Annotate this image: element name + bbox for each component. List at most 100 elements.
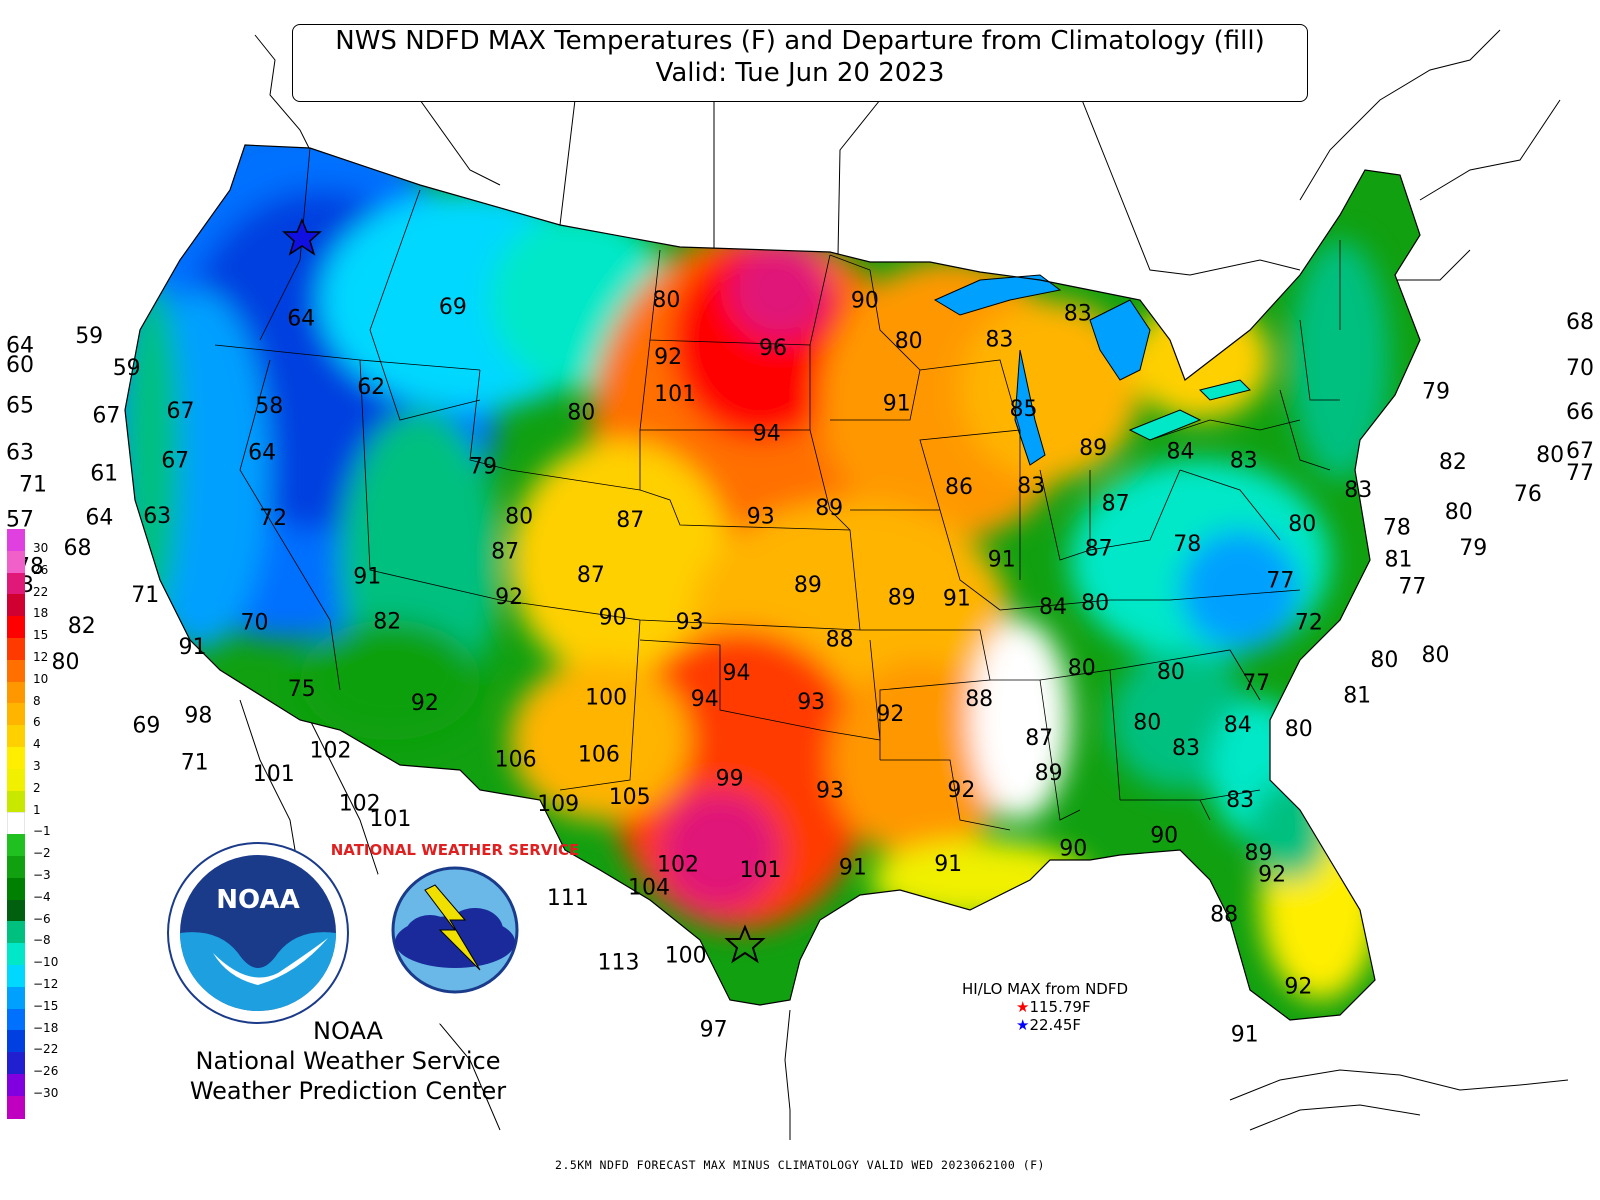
temperature-label: 77: [1566, 461, 1594, 486]
legend-label: −6: [33, 911, 51, 926]
legend-swatch: [7, 659, 25, 683]
legend-swatch: [7, 725, 25, 748]
temperature-label: 89: [815, 496, 843, 521]
temperature-label: 90: [1059, 836, 1087, 861]
temperature-label: 80: [1370, 648, 1398, 673]
noaa-logo-text: NOAA: [216, 885, 299, 915]
legend-label: −26: [33, 1064, 59, 1079]
credit-line2: National Weather Service: [195, 1047, 501, 1075]
legend-label: −12: [33, 977, 59, 991]
temperature-label: 71: [131, 583, 159, 608]
legend-swatch: [7, 790, 25, 814]
temperature-label: 80: [652, 288, 680, 313]
temperature-label: 92: [495, 585, 523, 610]
temperature-label: 90: [599, 605, 627, 630]
hilo-title: HI/LO MAX from NDFD: [962, 980, 1129, 998]
temperature-label: 67: [167, 399, 195, 424]
legend-label: 10: [33, 671, 49, 686]
legend-swatch: [7, 1052, 25, 1075]
legend-swatch: [7, 681, 25, 705]
legend-label: 12: [33, 650, 49, 664]
temperature-label: 93: [676, 610, 704, 635]
temperature-label: 63: [143, 504, 171, 529]
legend-label: −3: [33, 868, 51, 882]
temperature-label: 64: [85, 505, 113, 530]
temperature-label: 64: [287, 306, 315, 331]
temperature-label: 101: [654, 382, 696, 407]
legend-swatch: [7, 616, 25, 639]
temperature-label: 66: [1566, 400, 1594, 425]
temperature-label: 80: [1422, 643, 1450, 668]
lo-star-icon: ★: [1016, 1016, 1030, 1034]
temperature-label: 89: [1245, 841, 1273, 866]
legend-label: −18: [33, 1020, 59, 1035]
temperature-label: 91: [179, 635, 207, 660]
temperature-label: 80: [895, 329, 923, 354]
legend-label: 8: [33, 693, 41, 708]
temperature-label: 92: [876, 702, 904, 727]
credit-org: NOAA: [313, 1017, 383, 1045]
legend-label: 22: [33, 584, 49, 599]
temperature-label: 81: [1343, 684, 1371, 709]
temperature-label: 102: [657, 853, 699, 878]
temperature-label: 83: [1172, 736, 1200, 761]
temperature-label: 87: [616, 508, 644, 533]
temperature-label: 80: [1133, 711, 1161, 736]
legend-swatch: [7, 550, 25, 574]
temperature-label: 59: [75, 324, 103, 349]
legend-swatch: [7, 1030, 25, 1054]
temperature-label: 69: [132, 713, 160, 738]
temperature-label: 71: [19, 473, 47, 498]
credit-block: NOAA National Weather Service Weather Pr…: [168, 1016, 528, 1106]
temperature-label: 87: [577, 563, 605, 588]
temperature-label: 92: [654, 345, 682, 370]
temperature-label: 69: [439, 295, 467, 320]
temperature-label: 89: [1079, 436, 1107, 461]
legend-label: −1: [33, 824, 51, 839]
temperature-label: 94: [753, 422, 781, 447]
temperature-label: 100: [585, 685, 627, 710]
temperature-label: 77: [1242, 671, 1270, 696]
footer-caption: 2.5KM NDFD FORECAST MAX MINUS CLIMATOLOG…: [555, 1158, 1045, 1172]
nws-ring-text: NATIONAL WEATHER SERVICE: [331, 841, 580, 859]
legend-label: 18: [33, 606, 49, 621]
temperature-label: 76: [1514, 482, 1542, 507]
temperature-label: 61: [90, 462, 118, 487]
temperature-label: 83: [985, 328, 1013, 353]
temperature-label: 65: [6, 394, 34, 419]
legend-label: 4: [33, 737, 41, 752]
temperature-label: 80: [1288, 512, 1316, 537]
temperature-label: 94: [691, 687, 719, 712]
temperature-label: 58: [255, 394, 283, 419]
temperature-label: 113: [598, 951, 640, 976]
temperature-label: 75: [288, 677, 316, 702]
temperature-label: 102: [310, 739, 352, 764]
legend-label: −22: [33, 1042, 59, 1057]
temperature-label: 91: [943, 587, 971, 612]
temperature-label: 80: [1445, 500, 1473, 525]
legend-swatch: [7, 899, 25, 923]
map-title-box: NWS NDFD MAX Temperatures (F) and Depart…: [292, 24, 1308, 102]
temperature-label: 88: [826, 627, 854, 652]
legend-label: −30: [33, 1086, 59, 1100]
temperature-label: 70: [241, 611, 269, 636]
noaa-logo: NOAA: [167, 842, 349, 1024]
temperature-label: 90: [1150, 824, 1178, 849]
temperature-label: 99: [716, 767, 744, 792]
temperature-label: 87: [1025, 726, 1053, 751]
temperature-label: 88: [1210, 902, 1238, 927]
legend-label: −2: [33, 846, 51, 861]
temperature-label: 80: [1285, 717, 1313, 742]
temperature-label: 80: [52, 650, 80, 675]
temperature-label: 82: [68, 614, 96, 639]
temperature-label: 78: [1173, 532, 1201, 557]
temperature-label: 101: [253, 762, 295, 787]
hilo-hi-value: 115.79F: [1029, 998, 1091, 1016]
legend-label: 30: [33, 541, 49, 555]
temperature-label: 80: [1157, 660, 1185, 685]
legend-swatch: [7, 856, 25, 879]
legend-label: 6: [33, 715, 41, 730]
temperature-label: 83: [1017, 474, 1045, 499]
temperature-label: 106: [495, 748, 537, 773]
